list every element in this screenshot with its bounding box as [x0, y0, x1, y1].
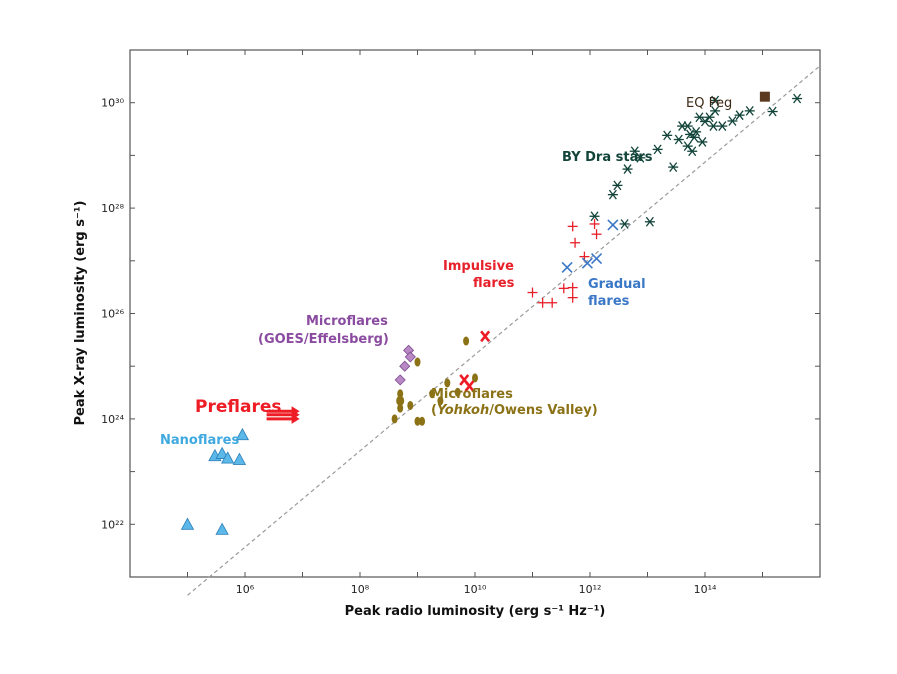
goes-microflare-point: [394, 374, 406, 386]
by-dra-star-point: [635, 152, 646, 163]
y-tick-label: 10²²: [101, 518, 124, 531]
nanoflare-point: [235, 427, 250, 441]
y-axis-title: Peak X-ray luminosity (erg s⁻¹): [73, 201, 88, 426]
x-tick-label: 10¹⁴: [694, 583, 717, 596]
yohkoh-microflare-point: [472, 373, 478, 383]
by-dra-star-point: [607, 189, 618, 200]
annotation-microflares-yohkoh: Microflares: [431, 387, 513, 402]
by-dra-star-point: [691, 126, 702, 137]
nanoflare-point: [215, 522, 229, 535]
by-dra-star-point: [673, 134, 684, 145]
y-tick-label: 10³⁰: [101, 97, 124, 110]
by-dra-star-point: [687, 146, 698, 157]
annotation-by-dra-stars: BY Dra stars: [562, 150, 653, 165]
y-axis: 10²² 10²⁴ 10²⁶ 10²⁸ 10³⁰: [101, 49, 820, 578]
yohkoh-microflare-point: [444, 378, 451, 388]
yohkoh-microflare-point: [391, 414, 398, 424]
impulsive-flare-point: [547, 297, 558, 308]
annotation-microflares-goes: Microflares: [306, 314, 388, 329]
annotation-eq-peg: EQ Peg: [686, 96, 732, 111]
gradual-flare-point: [581, 257, 593, 269]
annotation-yohkoh-owens-valley: (Yohkoh/Owens Valley): [431, 403, 598, 418]
data-points: [180, 91, 803, 535]
gradual-flare-point: [607, 219, 619, 231]
yohkoh-microflare-point: [429, 389, 436, 399]
reference-line: [187, 65, 821, 596]
eq-peg-point: [759, 91, 770, 102]
x-tick-label: 10⁸: [351, 583, 370, 596]
by-dra-star-point: [700, 116, 710, 127]
by-dra-star-point: [717, 121, 728, 131]
x-tick-label: 10¹²: [579, 583, 602, 596]
impulsive-flare-point: [567, 282, 578, 293]
by-dra-star-point: [767, 106, 778, 117]
y-tick-label: 10²⁸: [101, 202, 124, 215]
by-dra-star-point: [710, 105, 721, 116]
yohkoh-microflare-point: [397, 403, 404, 413]
impulsive-flare-point: [567, 221, 578, 232]
impulsive-flare-point: [591, 229, 602, 240]
impulsive-flare-point: [570, 237, 581, 248]
yohkoh-microflare-point: [414, 416, 421, 426]
red-x-point: [480, 330, 491, 343]
impulsive-flare-point: [567, 292, 578, 303]
annotation-gradual: Gradual: [588, 277, 646, 292]
by-dra-star-point: [694, 112, 705, 123]
yohkoh-microflare-point: [398, 396, 405, 406]
annotation-nanoflares: Nanoflares: [160, 433, 239, 448]
yohkoh-microflare-point: [407, 400, 414, 410]
by-dra-star-point: [710, 95, 721, 106]
yohkoh-microflare-point: [463, 336, 470, 346]
by-dra-star-point: [697, 137, 708, 147]
by-dra-star-point: [612, 180, 623, 191]
by-dra-star-point: [619, 219, 630, 229]
annotation-preflares: Preflares: [195, 397, 281, 417]
y-tick-label: 10²⁴: [101, 413, 124, 426]
by-dra-star-point: [662, 130, 673, 141]
by-dra-star-point: [689, 132, 700, 143]
yohkoh-microflare-point: [419, 416, 426, 426]
annotation-impulsive-flares: flares: [473, 276, 515, 291]
annotation-goes-effelsberg: (GOES/Effelsberg): [258, 332, 389, 347]
preflare-arrow: [266, 413, 300, 424]
annotation-impulsive: Impulsive: [443, 259, 514, 274]
annotations: EQ Peg BY Dra stars Impulsive flares Gra…: [160, 96, 732, 448]
by-dra-star-point: [644, 216, 655, 227]
nanoflare-point: [180, 517, 195, 530]
by-dra-star-point: [622, 164, 633, 174]
yohkoh-microflare-point: [454, 387, 461, 397]
by-dra-star-point: [668, 162, 679, 172]
by-dra-star-point: [734, 110, 745, 121]
reference-line-layer: [187, 65, 821, 596]
impulsive-flare-point: [527, 287, 538, 298]
x-tick-label: 10⁶: [236, 583, 255, 596]
gradual-flare-point: [590, 253, 603, 265]
by-dra-star-point: [652, 144, 663, 155]
red-x-point: [464, 380, 475, 392]
impulsive-flare-point: [589, 218, 600, 229]
yohkoh-microflare-point: [437, 396, 444, 406]
x-axis: 10⁶ 10⁸ 10¹⁰ 10¹² 10¹⁴: [129, 50, 821, 596]
by-dra-star-point: [792, 93, 803, 104]
annotation-gradual-flares: flares: [588, 294, 630, 309]
by-dra-star-point: [682, 121, 693, 131]
x-tick-label: 10¹⁰: [464, 583, 487, 596]
yohkoh-microflare-point: [397, 389, 404, 399]
yohkoh-microflare-point: [414, 357, 421, 367]
by-dra-star-point: [727, 116, 738, 126]
by-dra-star-point: [708, 121, 719, 131]
x-axis-title: Peak radio luminosity (erg s⁻¹ Hz⁻¹): [345, 604, 606, 619]
impulsive-flare-point: [537, 297, 548, 308]
by-dra-star-point: [589, 211, 600, 222]
impulsive-flare-point: [558, 283, 569, 294]
by-dra-star-point: [744, 105, 755, 116]
nanoflare-point: [215, 446, 229, 459]
gradual-flare-point: [561, 261, 573, 273]
nanoflare-point: [221, 451, 235, 464]
y-tick-label: 10²⁶: [101, 308, 124, 321]
goes-microflare-point: [404, 351, 416, 363]
nanoflare-point: [232, 452, 247, 465]
goes-microflare-point: [399, 360, 411, 372]
